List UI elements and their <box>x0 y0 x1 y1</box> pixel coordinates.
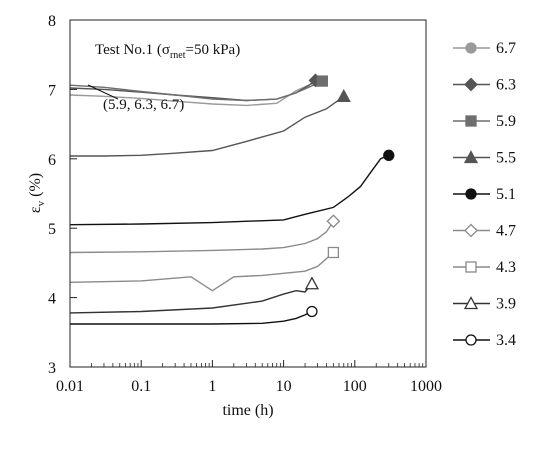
legend-label-5.9: 5.9 <box>496 113 516 130</box>
y-tick-label-2: 5 <box>48 221 56 238</box>
annotation-label: (5.9, 6.3, 6.7) <box>103 97 184 113</box>
legend-label-6.7: 6.7 <box>496 40 516 57</box>
y-tick-label-4: 7 <box>48 82 56 99</box>
x-tick-label-5: 1000 <box>410 378 442 395</box>
x-tick-label-1: 0.1 <box>131 378 151 395</box>
x-tick-label-0: 0.01 <box>56 378 84 395</box>
chart-title: Test No.1 (σrnet=50 kPa) <box>95 42 240 61</box>
series-line-3.9 <box>70 284 312 313</box>
series-end-marker-4.3 <box>328 247 338 257</box>
y-tick-label-3: 6 <box>48 152 56 169</box>
legend-label-4.7: 4.7 <box>496 223 516 240</box>
legend: 6.7 6.3 5.9 5.5 5.1 4.7 4.3 3.9 3.4 <box>453 40 516 349</box>
legend-marker-3.4 <box>466 335 476 345</box>
legend-label-5.5: 5.5 <box>496 150 516 167</box>
legend-marker-5.9 <box>466 116 476 126</box>
legend-marker-6.3 <box>465 79 477 91</box>
legend-label-5.1: 5.1 <box>496 186 516 203</box>
x-tick-label-2: 1 <box>208 378 216 395</box>
series-end-marker-5.9 <box>317 76 327 86</box>
plot-frame <box>70 20 426 367</box>
y-tick-label-1: 4 <box>48 291 56 308</box>
legend-label-3.9: 3.9 <box>496 296 516 313</box>
series-line-4.3 <box>70 253 333 291</box>
series-line-4.7 <box>70 221 333 252</box>
series-line-3.4 <box>70 312 312 325</box>
legend-marker-6.7 <box>466 43 476 53</box>
legend-marker-4.7 <box>465 225 477 237</box>
axis-ticks: 0.01 0.1 1 10 100 1000 3 4 5 6 7 8 <box>48 13 442 395</box>
series-end-marker-3.4 <box>307 306 317 316</box>
legend-marker-4.3 <box>466 262 476 272</box>
x-tick-label-3: 10 <box>276 378 292 395</box>
series-end-marker-5.1 <box>384 150 394 160</box>
x-tick-label-4: 100 <box>343 378 367 395</box>
x-axis-label: time (h) <box>222 402 273 419</box>
series-end-marker-4.7 <box>327 215 339 227</box>
legend-label-4.3: 4.3 <box>496 259 516 276</box>
y-tick-label-5: 8 <box>48 13 56 30</box>
series-line-5.1 <box>70 155 389 224</box>
legend-marker-5.1 <box>466 189 476 199</box>
plot-lines <box>70 80 389 324</box>
y-tick-label-0: 3 <box>48 360 56 377</box>
series-end-marker-3.9 <box>306 278 318 289</box>
legend-label-6.3: 6.3 <box>496 77 516 94</box>
series-end-marker-5.5 <box>338 90 350 101</box>
y-axis-label: εv (%) <box>27 173 47 213</box>
legend-label-3.4: 3.4 <box>496 332 516 349</box>
